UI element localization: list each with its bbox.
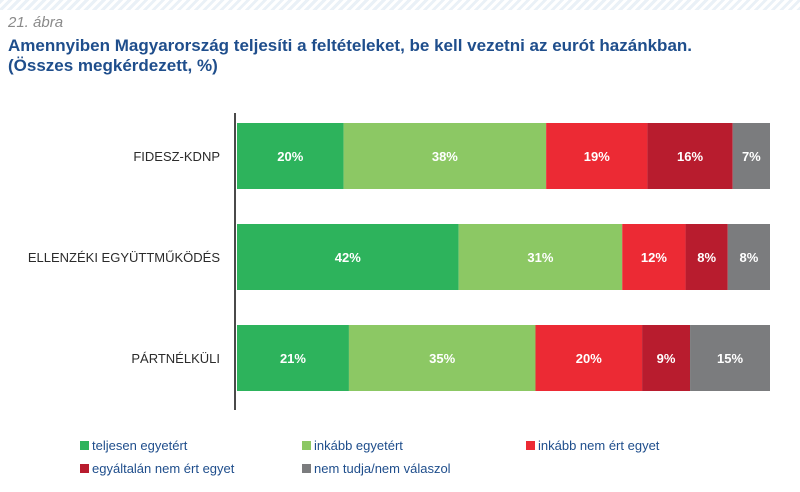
- data-label: 20%: [277, 149, 303, 164]
- legend-swatch: [80, 464, 89, 473]
- figure-label: 21. ábra: [8, 14, 64, 31]
- header-hatch-band: [0, 0, 800, 10]
- bar-segment: [237, 224, 459, 290]
- bar-segment: [647, 123, 733, 189]
- bars-layer: FIDESZ-KDNP 20% 38% 19% 16% 7% ELLENZÉKI EGYÜT…: [28, 123, 770, 391]
- legend-item: teljesen egyetért: [80, 438, 187, 453]
- category-label: PÁRTNÉLKÜLI: [131, 351, 220, 366]
- data-label: 20%: [576, 351, 602, 366]
- bar-segment: [237, 123, 344, 189]
- data-label: 16%: [677, 149, 703, 164]
- data-label: 12%: [641, 250, 667, 265]
- bar-segment: [727, 224, 770, 290]
- legend-item: inkább nem ért egyet: [526, 438, 659, 453]
- legend-swatch: [302, 464, 311, 473]
- data-label: 19%: [584, 149, 610, 164]
- legend-label: teljesen egyetért: [92, 438, 188, 453]
- bar-segment: [685, 224, 728, 290]
- bar-segment: [343, 123, 547, 189]
- category-label: ELLENZÉKI EGYÜTTMŰKÖDÉS: [28, 250, 220, 265]
- bar-segment: [642, 325, 691, 391]
- bar-segment: [690, 325, 770, 391]
- data-label: 38%: [432, 149, 458, 164]
- bar-segment: [732, 123, 770, 189]
- bar-segment: [622, 224, 686, 290]
- data-label: 35%: [429, 351, 455, 366]
- chart-title-line-2: (Összes megkérdezett, %): [8, 56, 218, 75]
- bar-segment: [535, 325, 643, 391]
- legend-label: egyáltalán nem ért egyet: [92, 461, 235, 476]
- data-label: 9%: [657, 351, 676, 366]
- bar-segment: [348, 325, 536, 391]
- legend-label: nem tudja/nem válaszol: [314, 461, 451, 476]
- bar-segment: [546, 123, 648, 189]
- legend-swatch: [526, 441, 535, 450]
- legend-item: nem tudja/nem válaszol: [302, 461, 451, 476]
- data-label: 31%: [527, 250, 553, 265]
- data-label: 42%: [335, 250, 361, 265]
- data-label: 21%: [280, 351, 306, 366]
- data-label: 8%: [697, 250, 716, 265]
- legend-item: egyáltalán nem ért egyet: [80, 461, 234, 476]
- data-label: 8%: [739, 250, 758, 265]
- legend-item: inkább egyetért: [302, 438, 403, 453]
- bar-segment: [237, 325, 349, 391]
- legend-swatch: [80, 441, 89, 450]
- category-label: FIDESZ-KDNP: [133, 149, 220, 164]
- legend-swatch: [302, 441, 311, 450]
- chart-title: Amennyiben Magyarország teljesíti a felt…: [8, 36, 788, 76]
- legend-label: inkább nem ért egyet: [538, 438, 660, 453]
- legend-label: inkább egyetért: [314, 438, 403, 453]
- data-label: 15%: [717, 351, 743, 366]
- legend: teljesen egyetért inkább egyetért inkább n…: [80, 438, 780, 482]
- chart-title-line-1: Amennyiben Magyarország teljesíti a felt…: [8, 36, 693, 55]
- bar-segment: [458, 224, 623, 290]
- data-label: 7%: [742, 149, 761, 164]
